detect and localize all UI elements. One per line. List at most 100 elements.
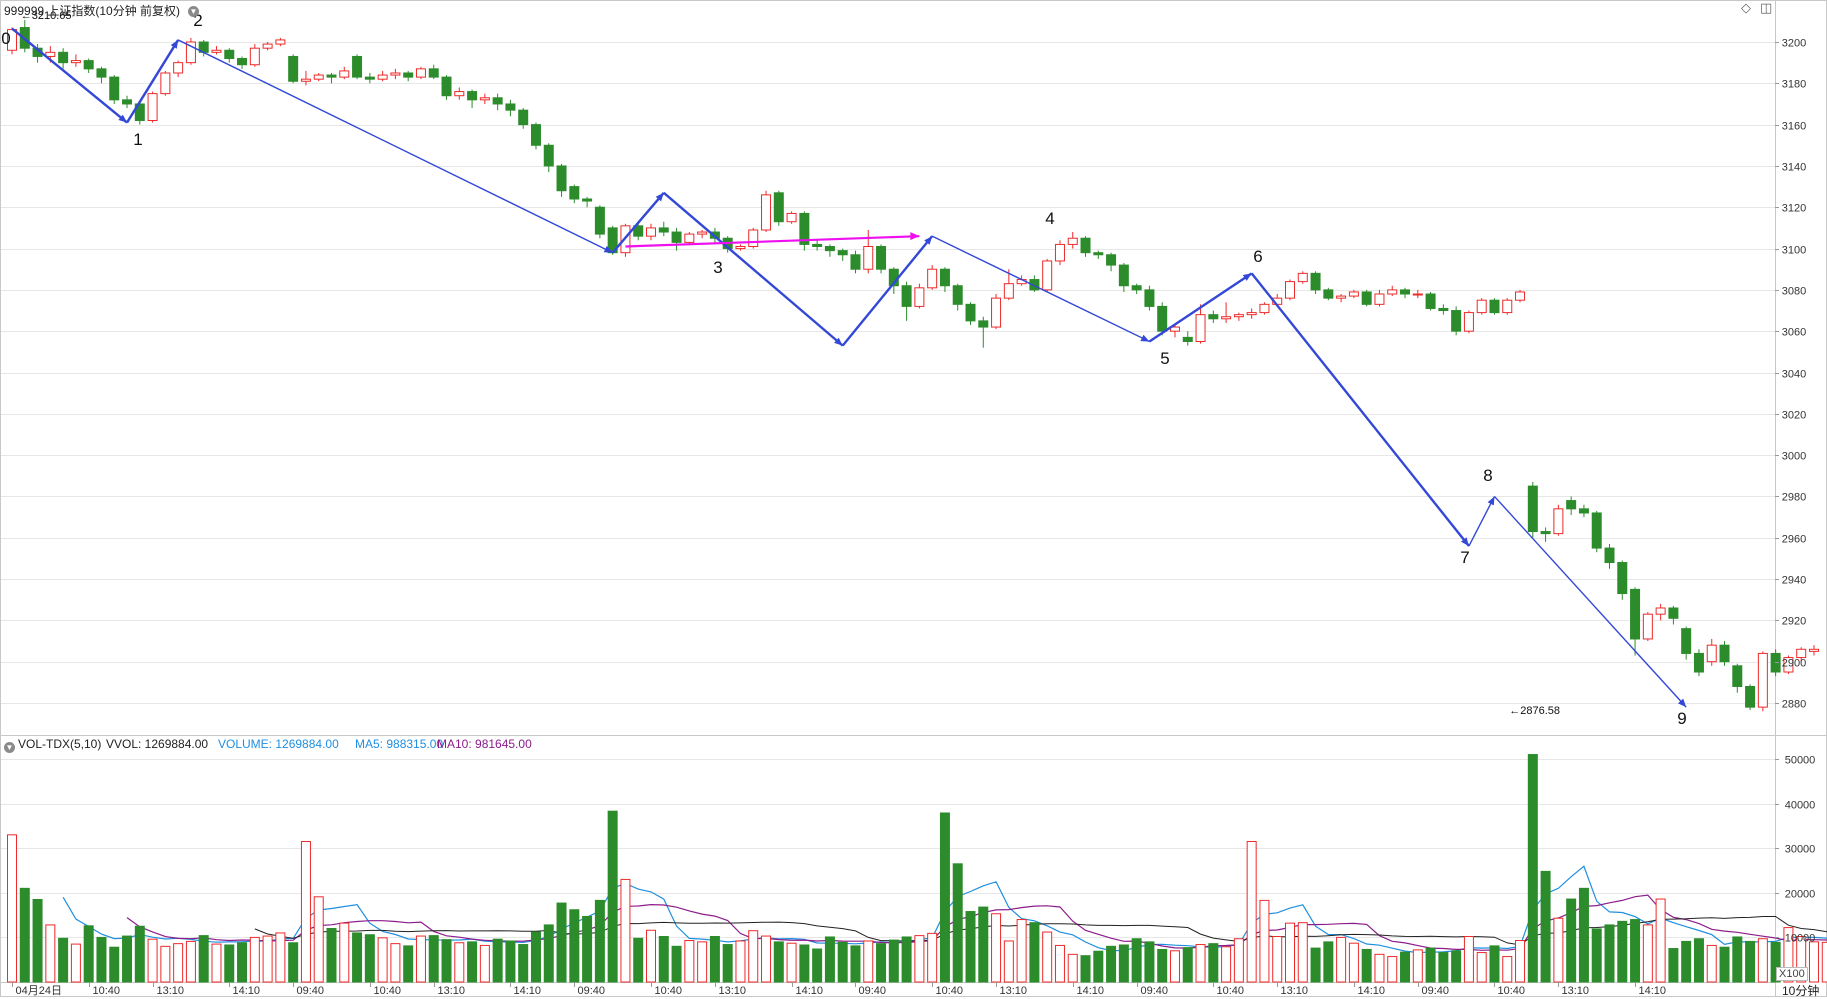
price-tick-label: 3060 [1782,327,1806,339]
candle-body [340,71,349,77]
candle-body [1375,294,1384,304]
volume-bar [1464,937,1473,982]
volume-bar [774,942,783,982]
volume-bar [1809,942,1818,982]
wave-label: 8 [1483,466,1492,485]
price-tick-label: 2920 [1782,616,1806,628]
candle-body [225,50,234,58]
candle-body [1567,501,1576,509]
vvol-value: VVOL: 1269884.00 [106,737,208,751]
diamond-icon[interactable]: ◇ [1741,0,1751,16]
volume-bar [174,944,183,982]
volume-bar [1439,953,1448,982]
volume-bar [404,946,413,982]
volume-bar [928,933,937,982]
candle-body [915,288,924,307]
price-tick-label: 2960 [1782,534,1806,546]
candle-body [416,69,425,77]
candle-body [1196,315,1205,342]
volume-bar [289,943,298,982]
time-tick-label: 10:40 [1217,985,1245,997]
indicator-menu-icon[interactable]: ▼ [4,738,15,753]
candle-body [1145,290,1154,307]
candle-body [1324,290,1333,298]
volume-bar [1286,923,1295,982]
volume-bar [148,939,157,982]
candle-body [1528,486,1537,531]
candle-body [557,166,566,191]
candle-body [1477,300,1486,312]
ma5-value: MA5: 988315.00 [355,737,443,751]
volume-bar [877,944,886,982]
candle-body [1068,238,1077,244]
price-tick-label: 2940 [1782,575,1806,587]
volume-bar [199,936,208,982]
volume-bar [123,936,132,982]
time-tick-label: 09:40 [297,985,325,997]
volume-bar [1567,899,1576,982]
volume-bar [1298,923,1307,982]
volume-bar [1516,941,1525,982]
candle-body [1055,244,1064,261]
candle-body [647,228,656,236]
volume-bar [570,910,579,982]
price-tick-label: 3040 [1782,369,1806,381]
time-tick-label: 13:10 [1000,985,1028,997]
candle-body [1579,509,1588,513]
candle-body [1081,238,1090,252]
chart-title: 999999 上证指数(10分钟 前复权) [4,2,180,19]
candle-body [1746,686,1755,707]
time-tick-label: 10:40 [93,985,121,997]
time-tick-label: 10:40 [936,985,964,997]
volume-bar [1094,951,1103,982]
indicator-name[interactable]: VOL-TDX(5,10) [18,737,101,751]
candle-body [1503,300,1512,312]
volume-bar [1311,948,1320,982]
time-tick-label: 14:10 [1639,985,1667,997]
volume-value: VOLUME: 1269884.00 [218,737,339,751]
wave-segment [1252,273,1469,546]
channel-arrowhead [910,232,919,240]
grid-lines [0,43,1775,938]
wave-segment [932,236,1149,341]
time-tick-label: 14:10 [796,985,824,997]
candle-body [123,100,132,104]
volume-bar [1758,939,1767,982]
volume-bar [1209,944,1218,982]
volume-bar [762,936,771,982]
wave-lines [12,29,1686,708]
volume-bar [365,935,374,982]
volume-bar [902,937,911,982]
volume-bar [46,925,55,982]
price-tick-label: 3000 [1782,451,1806,463]
volume-bar [1541,871,1550,982]
panel-toggle-icon[interactable]: ◫ [1760,0,1772,16]
volume-bar [672,946,681,982]
candle-body [1809,649,1818,651]
candle-body [940,269,949,286]
candle-body [353,56,362,77]
volume-bar [1145,942,1154,982]
volume-bar [1043,932,1052,982]
volume-bar [33,899,42,982]
volume-bar [966,912,975,982]
volume-bar [940,813,949,982]
candle-body [1004,284,1013,298]
candle-body [1388,290,1397,294]
ma10-value: MA10: 981645.00 [437,737,532,751]
candle-body [212,50,221,52]
price-tick-label: 3180 [1782,79,1806,91]
period-label[interactable]: 10分钟 [1782,982,1819,999]
volume-bar [608,811,617,982]
volume-bar [212,944,221,982]
candle-body [1222,317,1231,319]
volume-bar [1273,937,1282,982]
price-tick-label: 2900 [1782,658,1806,670]
candle-body [902,286,911,307]
volume-bar [506,941,515,982]
candle-body [519,110,528,124]
time-tick-label: 13:10 [719,985,747,997]
title-menu-icon[interactable]: ▼ [188,2,199,17]
volume-bar [135,926,144,982]
